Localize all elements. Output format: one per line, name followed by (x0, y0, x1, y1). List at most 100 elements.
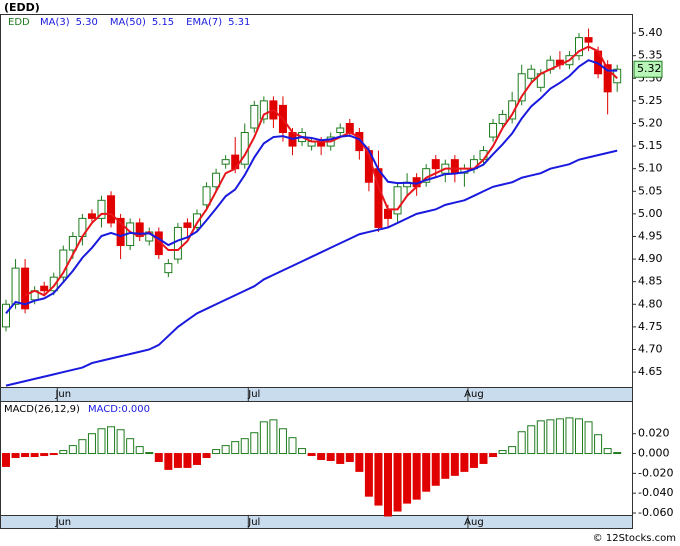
y-tick-label: 4.75 (638, 320, 663, 333)
macd-bar (345, 453, 354, 462)
candle-body (603, 64, 612, 93)
macd-bar (479, 453, 488, 464)
macd-bar (575, 418, 583, 455)
candle-body (97, 199, 106, 219)
macd-bar (269, 419, 278, 455)
macd-bar (450, 453, 459, 476)
x-tick-label: Aug (464, 517, 484, 528)
macd-bar (68, 445, 77, 455)
macd-bar (97, 428, 106, 455)
macd-bar (489, 453, 498, 458)
chart-title: (EDD) (4, 1, 40, 14)
macd-bar (126, 438, 135, 455)
macd-bar (412, 453, 421, 500)
macd-bar (336, 453, 345, 464)
macd-bar (202, 453, 211, 459)
y-tick-label: -0.020 (638, 466, 673, 479)
macd-value: MACD:0.000 (88, 404, 150, 415)
macd-bar (135, 446, 144, 455)
macd-bar (565, 417, 574, 455)
legend-value: 5.15 (152, 17, 174, 28)
macd-bar (326, 453, 335, 461)
plot-border (0, 14, 633, 529)
legend-value: 5.31 (228, 17, 250, 28)
y-tick-label: 4.80 (638, 297, 663, 310)
macd-bar (364, 453, 373, 497)
x-tick-label: Jun (54, 389, 71, 400)
candle-body (173, 226, 182, 260)
y-tick-label: 4.70 (638, 342, 663, 355)
macd-bar (288, 437, 297, 455)
macd-bar (30, 453, 39, 458)
candle-body (202, 186, 211, 206)
macd-title: MACD(26,12,9) (4, 404, 80, 415)
y-tick-label: -0.040 (638, 486, 673, 499)
macd-bar (584, 421, 593, 455)
macd-bar (603, 448, 612, 455)
macd-bar (107, 426, 116, 455)
macd-bar (78, 439, 87, 455)
footer: © 12Stocks.com (593, 533, 676, 544)
y-tick-label: 5.00 (638, 207, 663, 220)
y-tick-label: 4.90 (638, 252, 663, 265)
y-tick-label: 5.25 (638, 94, 663, 107)
candle-body (87, 213, 96, 219)
candle-body (221, 159, 230, 165)
macd-bar (59, 450, 68, 455)
y-tick-label: 4.95 (638, 229, 663, 242)
ma-line (5, 149, 618, 387)
macd-bar (431, 453, 440, 486)
macd-bar (594, 434, 603, 455)
macd-bar (355, 453, 364, 472)
macd-bar (231, 441, 240, 455)
macd-bar (307, 453, 316, 457)
macd-bar (278, 428, 287, 455)
candle-body (11, 267, 20, 305)
ma-line (24, 45, 618, 297)
macd-bar (374, 453, 383, 506)
date-bar (0, 515, 632, 529)
x-tick-label: Jul (247, 389, 260, 400)
macd-bar (87, 433, 96, 455)
candle-body (498, 113, 507, 124)
macd-bar (508, 446, 517, 455)
macd-bar (536, 420, 545, 455)
candle-body (584, 37, 593, 43)
legend-label: MA(50) (110, 17, 146, 28)
y-tick-label: 5.05 (638, 184, 663, 197)
candle-body (183, 222, 192, 228)
macd-bar (546, 419, 555, 455)
ma-line (5, 59, 618, 314)
candle-body (2, 303, 10, 328)
macd-bar (250, 432, 259, 455)
macd-bar (517, 431, 526, 455)
candle-body (164, 263, 173, 274)
y-tick-label: 5.10 (638, 162, 663, 175)
candle-body (250, 104, 259, 129)
macd-bar (40, 453, 49, 457)
candle-body (40, 285, 49, 292)
candle-body (575, 37, 583, 57)
macd-bar (116, 429, 125, 455)
macd-bar (403, 453, 412, 504)
macd-bar (145, 452, 154, 455)
y-tick-label: 0.000 (638, 447, 670, 460)
candle-body (21, 267, 30, 310)
candle-body (517, 73, 526, 102)
candle-body (489, 122, 498, 138)
candle-body (393, 186, 402, 215)
last-price: 5.32 (637, 62, 662, 75)
candle-body (49, 276, 58, 292)
candle-body (212, 172, 221, 188)
macd-bar (555, 418, 564, 455)
candle-body (68, 235, 77, 251)
macd-bar (613, 452, 622, 455)
macd-bar (460, 453, 469, 472)
x-tick-label: Jul (247, 517, 260, 528)
macd-bar (173, 453, 182, 468)
y-tick-label: 5.15 (638, 139, 663, 152)
candle-body (59, 249, 68, 278)
macd-bar (221, 445, 230, 455)
